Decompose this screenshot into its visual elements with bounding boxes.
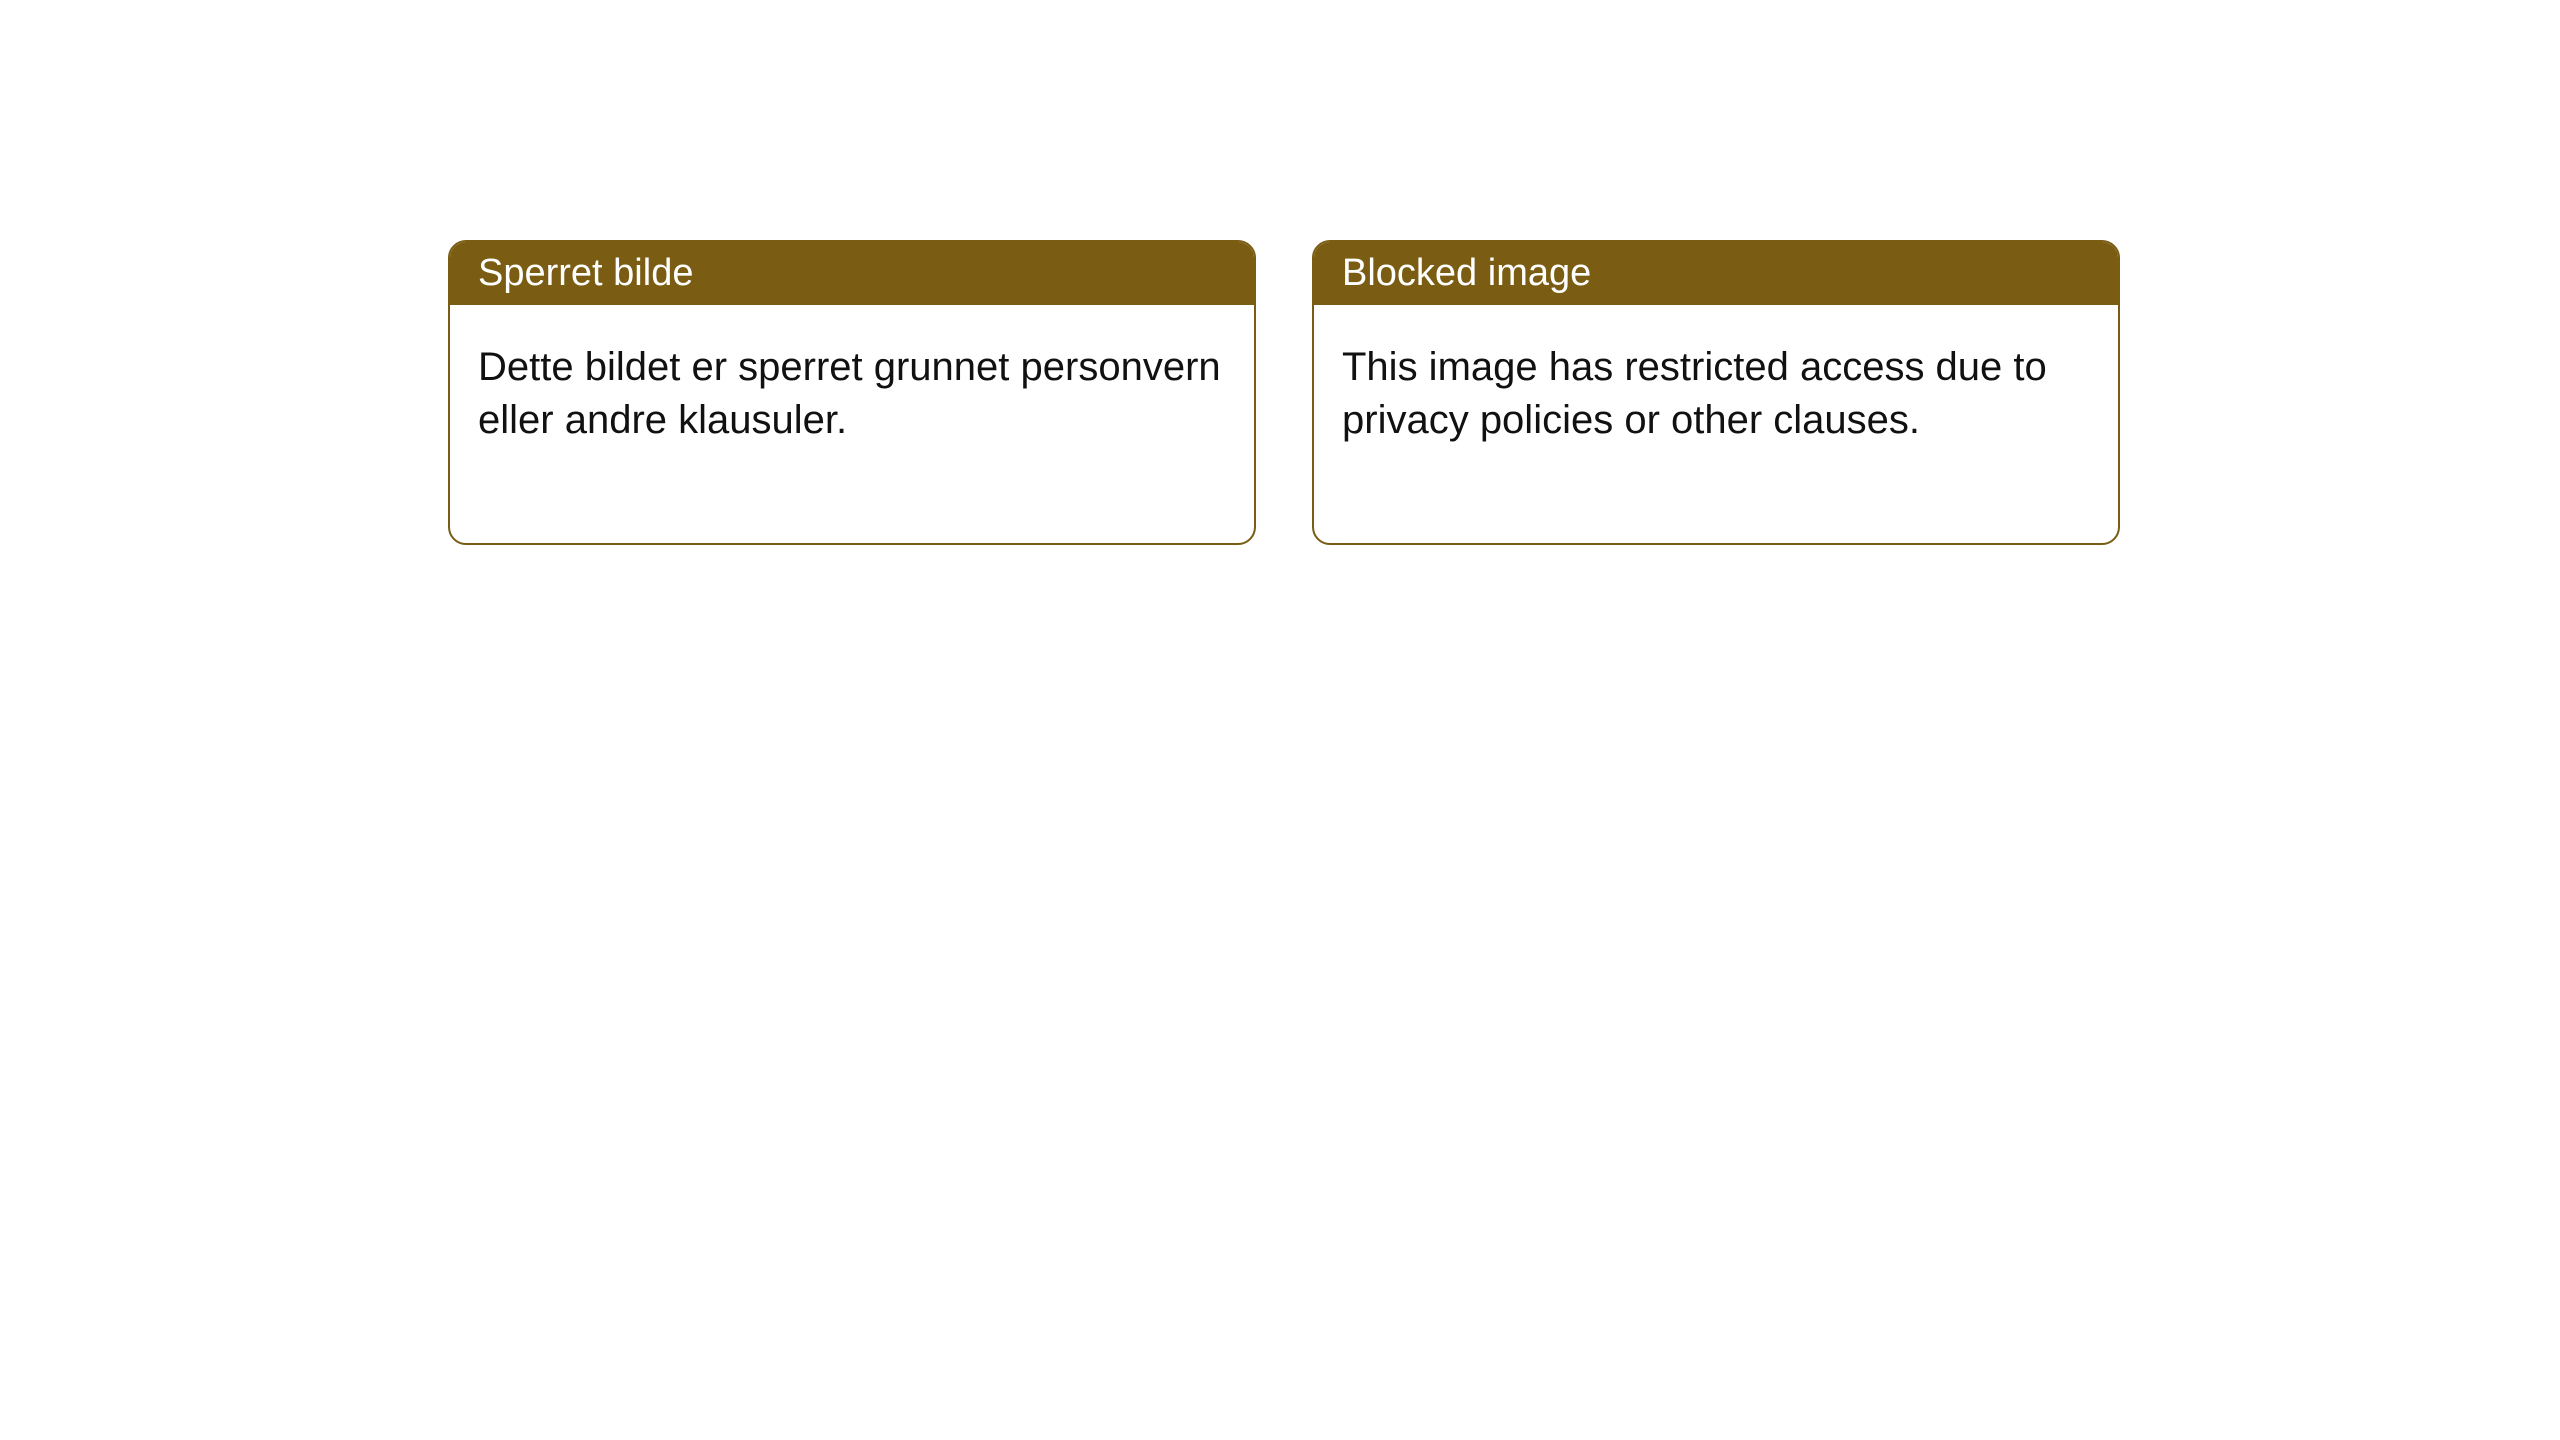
notice-card-body: Dette bildet er sperret grunnet personve… bbox=[450, 305, 1254, 543]
notice-card-title: Sperret bilde bbox=[450, 242, 1254, 305]
notice-card-body: This image has restricted access due to … bbox=[1314, 305, 2118, 543]
notice-card-title: Blocked image bbox=[1314, 242, 2118, 305]
notice-cards-row: Sperret bilde Dette bildet er sperret gr… bbox=[0, 0, 2560, 545]
notice-card-norwegian: Sperret bilde Dette bildet er sperret gr… bbox=[448, 240, 1256, 545]
notice-card-english: Blocked image This image has restricted … bbox=[1312, 240, 2120, 545]
